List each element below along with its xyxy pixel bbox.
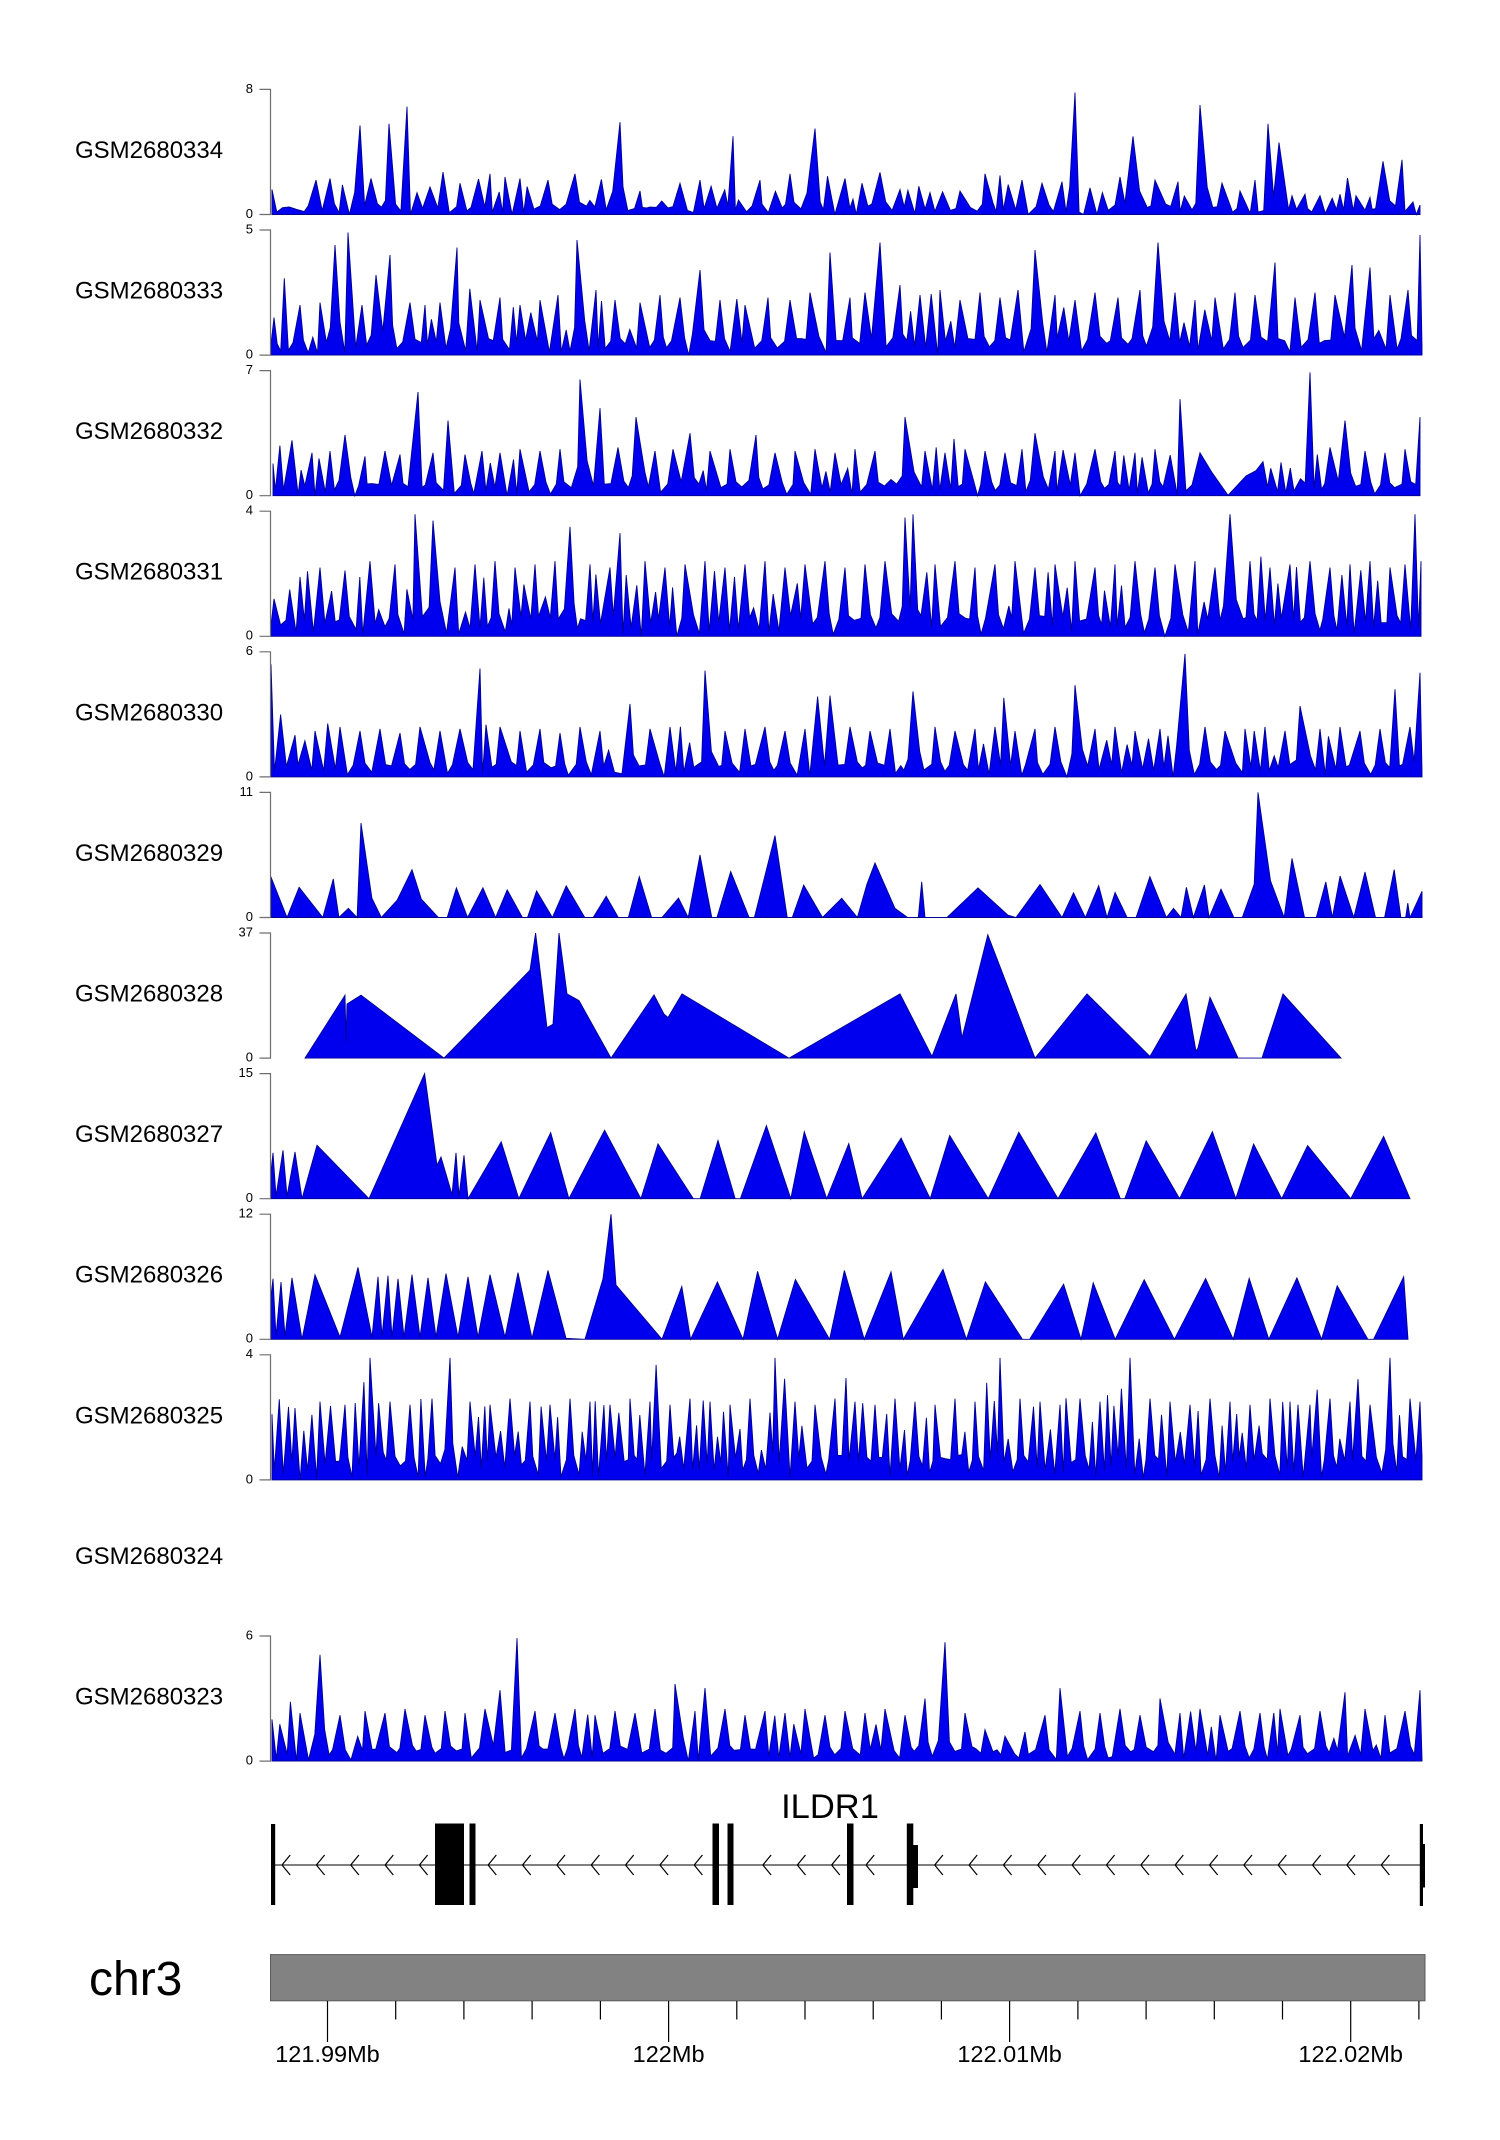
svg-text:11: 11	[240, 784, 254, 799]
svg-text:GSM2680327: GSM2680327	[75, 1121, 223, 1148]
svg-text:0: 0	[246, 1471, 253, 1486]
svg-text:12: 12	[239, 1206, 253, 1221]
svg-text:GSM2680333: GSM2680333	[75, 278, 223, 305]
svg-text:0: 0	[246, 347, 253, 362]
svg-text:5: 5	[246, 221, 253, 236]
svg-text:GSM2680325: GSM2680325	[75, 1402, 223, 1429]
svg-text:GSM2680323: GSM2680323	[75, 1684, 223, 1711]
svg-text:chr3: chr3	[89, 1953, 182, 2006]
svg-text:4: 4	[246, 1346, 253, 1361]
svg-text:4: 4	[246, 503, 253, 518]
svg-text:GSM2680334: GSM2680334	[75, 137, 223, 164]
svg-text:0: 0	[246, 1190, 253, 1205]
svg-text:122.01Mb: 122.01Mb	[957, 2041, 1062, 2067]
svg-text:121.99Mb: 121.99Mb	[275, 2041, 380, 2067]
svg-text:15: 15	[239, 1065, 253, 1080]
svg-text:0: 0	[246, 1331, 253, 1346]
svg-text:0: 0	[246, 1753, 253, 1768]
svg-text:0: 0	[246, 1050, 253, 1065]
svg-text:122.02Mb: 122.02Mb	[1298, 2041, 1403, 2067]
svg-text:0: 0	[246, 768, 253, 783]
svg-text:GSM2680324: GSM2680324	[75, 1543, 223, 1570]
svg-text:8: 8	[246, 81, 253, 96]
svg-text:7: 7	[246, 362, 253, 377]
svg-text:GSM2680328: GSM2680328	[75, 981, 223, 1008]
svg-text:6: 6	[246, 643, 253, 658]
svg-text:122Mb: 122Mb	[633, 2041, 705, 2067]
svg-text:0: 0	[246, 628, 253, 643]
svg-text:6: 6	[246, 1627, 253, 1642]
svg-text:0: 0	[246, 487, 253, 502]
svg-text:GSM2680332: GSM2680332	[75, 418, 223, 445]
svg-text:ILDR1: ILDR1	[781, 1788, 879, 1826]
svg-text:GSM2680329: GSM2680329	[75, 840, 223, 867]
svg-text:GSM2680326: GSM2680326	[75, 1262, 223, 1289]
svg-text:37: 37	[239, 924, 253, 939]
svg-text:0: 0	[246, 206, 253, 221]
svg-text:0: 0	[246, 909, 253, 924]
svg-text:GSM2680330: GSM2680330	[75, 699, 223, 726]
svg-text:GSM2680331: GSM2680331	[75, 559, 223, 586]
